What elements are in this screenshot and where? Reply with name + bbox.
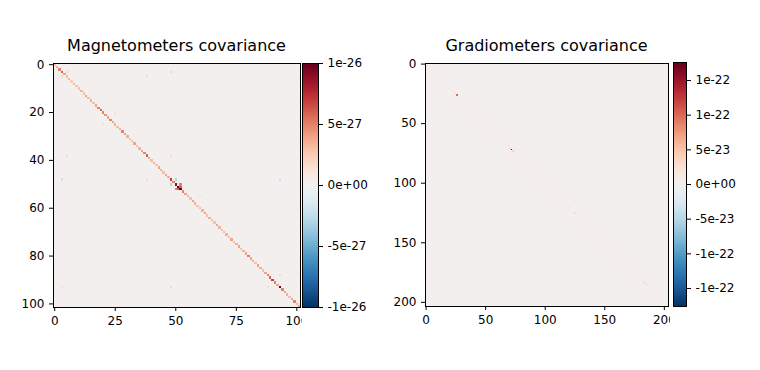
svg-text:40: 40 bbox=[29, 153, 44, 167]
svg-text:80: 80 bbox=[29, 249, 44, 263]
svg-text:1e-22: 1e-22 bbox=[696, 73, 731, 87]
svg-text:5e-23: 5e-23 bbox=[696, 143, 731, 157]
svg-text:-5e-27: -5e-27 bbox=[328, 239, 367, 253]
svg-text:75: 75 bbox=[229, 314, 244, 328]
svg-text:100: 100 bbox=[285, 314, 302, 328]
svg-text:50: 50 bbox=[401, 116, 416, 130]
svg-text:200: 200 bbox=[653, 313, 670, 327]
html-text:Gradiometers covariance: Gradiometers covariance bbox=[445, 36, 648, 55]
svg-text:0e+00: 0e+00 bbox=[696, 177, 736, 191]
html-text:Magnetometers covariance: Magnetometers covariance bbox=[67, 36, 286, 55]
svg-text:25: 25 bbox=[108, 314, 123, 328]
svg-text:0: 0 bbox=[51, 314, 59, 328]
svg-text:50: 50 bbox=[168, 314, 183, 328]
svg-text:-1e-26: -1e-26 bbox=[328, 300, 367, 314]
svg-text:1e-22: 1e-22 bbox=[696, 108, 731, 122]
svg-text:0: 0 bbox=[422, 313, 430, 327]
svg-text:100: 100 bbox=[394, 176, 417, 190]
svg-text:50: 50 bbox=[478, 313, 493, 327]
svg-text:0e+00: 0e+00 bbox=[328, 178, 368, 192]
svg-text:60: 60 bbox=[29, 201, 44, 215]
svg-text:200: 200 bbox=[394, 295, 417, 309]
svg-text:0: 0 bbox=[409, 57, 417, 71]
svg-text:5e-27: 5e-27 bbox=[328, 117, 363, 131]
svg-text:100: 100 bbox=[534, 313, 557, 327]
svg-text:1e-26: 1e-26 bbox=[328, 56, 363, 70]
svg-text:-1e-22: -1e-22 bbox=[696, 281, 735, 295]
svg-text:20: 20 bbox=[29, 105, 44, 119]
svg-text:150: 150 bbox=[394, 236, 417, 250]
svg-text:100: 100 bbox=[22, 297, 45, 311]
svg-text:-1e-22: -1e-22 bbox=[696, 247, 735, 261]
svg-text:-5e-23: -5e-23 bbox=[696, 212, 735, 226]
svg-text:0: 0 bbox=[37, 58, 45, 72]
svg-text:150: 150 bbox=[593, 313, 616, 327]
